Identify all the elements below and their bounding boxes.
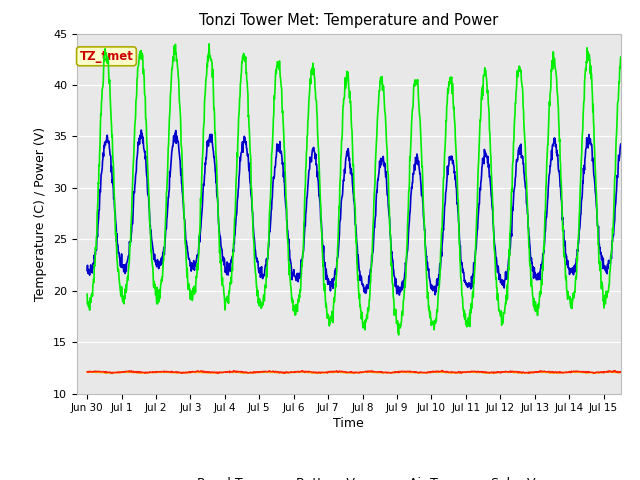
X-axis label: Time: Time (333, 417, 364, 430)
Y-axis label: Temperature (C) / Power (V): Temperature (C) / Power (V) (35, 127, 47, 300)
Text: TZ_tmet: TZ_tmet (79, 50, 133, 63)
Title: Tonzi Tower Met: Temperature and Power: Tonzi Tower Met: Temperature and Power (199, 13, 499, 28)
Legend: Panel T, Battery V, Air T, Solar V: Panel T, Battery V, Air T, Solar V (157, 472, 541, 480)
